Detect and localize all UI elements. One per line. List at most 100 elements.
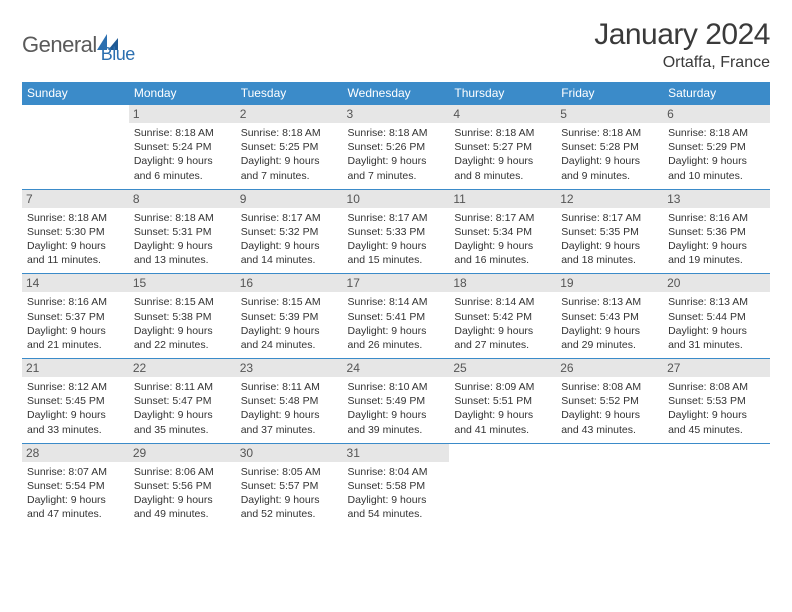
daylight-text: Daylight: 9 hours and 45 minutes. [668,408,765,436]
day-cell [663,443,770,527]
sunset-text: Sunset: 5:56 PM [134,479,231,493]
day-number [449,444,556,448]
day-header: Saturday [663,82,770,105]
daylight-text: Daylight: 9 hours and 43 minutes. [561,408,658,436]
sunrise-text: Sunrise: 8:18 AM [134,211,231,225]
logo-text-general: General [22,32,97,58]
sunrise-text: Sunrise: 8:17 AM [561,211,658,225]
sunset-text: Sunset: 5:37 PM [27,310,124,324]
day-number: 14 [22,274,129,292]
sunset-text: Sunset: 5:54 PM [27,479,124,493]
sunrise-text: Sunrise: 8:13 AM [561,295,658,309]
daylight-text: Daylight: 9 hours and 18 minutes. [561,239,658,267]
day-text: Sunrise: 8:18 AMSunset: 5:31 PMDaylight:… [134,211,231,268]
daylight-text: Daylight: 9 hours and 49 minutes. [134,493,231,521]
sunset-text: Sunset: 5:27 PM [454,140,551,154]
day-cell: 3Sunrise: 8:18 AMSunset: 5:26 PMDaylight… [343,105,450,190]
day-text: Sunrise: 8:18 AMSunset: 5:28 PMDaylight:… [561,126,658,183]
day-number: 17 [343,274,450,292]
day-number [556,444,663,448]
daylight-text: Daylight: 9 hours and 11 minutes. [27,239,124,267]
day-cell: 23Sunrise: 8:11 AMSunset: 5:48 PMDayligh… [236,359,343,444]
day-number: 27 [663,359,770,377]
day-text: Sunrise: 8:18 AMSunset: 5:30 PMDaylight:… [27,211,124,268]
sunset-text: Sunset: 5:34 PM [454,225,551,239]
day-number: 20 [663,274,770,292]
sunrise-text: Sunrise: 8:17 AM [348,211,445,225]
sunset-text: Sunset: 5:47 PM [134,394,231,408]
daylight-text: Daylight: 9 hours and 54 minutes. [348,493,445,521]
title-block: January 2024 Ortaffa, France [594,18,770,72]
sunrise-text: Sunrise: 8:05 AM [241,465,338,479]
day-text: Sunrise: 8:18 AMSunset: 5:27 PMDaylight:… [454,126,551,183]
day-cell: 27Sunrise: 8:08 AMSunset: 5:53 PMDayligh… [663,359,770,444]
daylight-text: Daylight: 9 hours and 15 minutes. [348,239,445,267]
day-cell: 7Sunrise: 8:18 AMSunset: 5:30 PMDaylight… [22,189,129,274]
day-text: Sunrise: 8:17 AMSunset: 5:34 PMDaylight:… [454,211,551,268]
day-number [22,105,129,109]
sunset-text: Sunset: 5:33 PM [348,225,445,239]
day-text: Sunrise: 8:09 AMSunset: 5:51 PMDaylight:… [454,380,551,437]
day-cell [556,443,663,527]
day-text: Sunrise: 8:15 AMSunset: 5:39 PMDaylight:… [241,295,338,352]
day-number: 22 [129,359,236,377]
day-cell: 16 Sunrise: 8:15 AMSunset: 5:39 PMDayligh… [236,274,343,359]
day-number: 30 [236,444,343,462]
day-text: Sunrise: 8:17 AMSunset: 5:32 PMDaylight:… [241,211,338,268]
sunset-text: Sunset: 5:53 PM [668,394,765,408]
sunset-text: Sunset: 5:24 PM [134,140,231,154]
day-cell: 17 Sunrise: 8:14 AMSunset: 5:41 PMDayligh… [343,274,450,359]
sunset-text: Sunset: 5:58 PM [348,479,445,493]
day-cell: 24Sunrise: 8:10 AMSunset: 5:49 PMDayligh… [343,359,450,444]
daylight-text: Daylight: 9 hours and 7 minutes. [241,154,338,182]
day-cell: 11Sunrise: 8:17 AMSunset: 5:34 PMDayligh… [449,189,556,274]
day-cell: 21Sunrise: 8:12 AMSunset: 5:45 PMDayligh… [22,359,129,444]
day-header: Wednesday [343,82,450,105]
day-cell: 8Sunrise: 8:18 AMSunset: 5:31 PMDaylight… [129,189,236,274]
sunset-text: Sunset: 5:32 PM [241,225,338,239]
sunrise-text: Sunrise: 8:18 AM [27,211,124,225]
day-text: Sunrise: 8:17 AMSunset: 5:33 PMDaylight:… [348,211,445,268]
day-text: Sunrise: 8:11 AMSunset: 5:47 PMDaylight:… [134,380,231,437]
day-cell: 30Sunrise: 8:05 AMSunset: 5:57 PMDayligh… [236,443,343,527]
sunset-text: Sunset: 5:28 PM [561,140,658,154]
day-number: 3 [343,105,450,123]
location: Ortaffa, France [594,54,770,72]
daylight-text: Daylight: 9 hours and 26 minutes. [348,324,445,352]
day-text: Sunrise: 8:04 AMSunset: 5:58 PMDaylight:… [348,465,445,522]
day-cell: 18Sunrise: 8:14 AMSunset: 5:42 PMDayligh… [449,274,556,359]
day-cell: 29Sunrise: 8:06 AMSunset: 5:56 PMDayligh… [129,443,236,527]
day-header: Sunday [22,82,129,105]
day-number: 28 [22,444,129,462]
day-text: Sunrise: 8:15 AMSunset: 5:38 PMDaylight:… [134,295,231,352]
header: General Blue January 2024 Ortaffa, Franc… [22,18,770,72]
day-number: 25 [449,359,556,377]
daylight-text: Daylight: 9 hours and 41 minutes. [454,408,551,436]
day-text: Sunrise: 8:14 AMSunset: 5:41 PMDaylight:… [348,295,445,352]
daylight-text: Daylight: 9 hours and 8 minutes. [454,154,551,182]
sunrise-text: Sunrise: 8:13 AM [668,295,765,309]
daylight-text: Daylight: 9 hours and 22 minutes. [134,324,231,352]
sunrise-text: Sunrise: 8:08 AM [561,380,658,394]
day-number: 24 [343,359,450,377]
day-number: 16 [236,274,343,292]
day-number [663,444,770,448]
day-text: Sunrise: 8:06 AMSunset: 5:56 PMDaylight:… [134,465,231,522]
daylight-text: Daylight: 9 hours and 9 minutes. [561,154,658,182]
sunset-text: Sunset: 5:44 PM [668,310,765,324]
day-number: 5 [556,105,663,123]
day-cell: 31Sunrise: 8:04 AMSunset: 5:58 PMDayligh… [343,443,450,527]
sunset-text: Sunset: 5:49 PM [348,394,445,408]
logo-text-blue: Blue [101,44,135,65]
daylight-text: Daylight: 9 hours and 29 minutes. [561,324,658,352]
day-text: Sunrise: 8:13 AMSunset: 5:44 PMDaylight:… [668,295,765,352]
sunset-text: Sunset: 5:52 PM [561,394,658,408]
day-text: Sunrise: 8:18 AMSunset: 5:29 PMDaylight:… [668,126,765,183]
sunrise-text: Sunrise: 8:06 AM [134,465,231,479]
sunset-text: Sunset: 5:39 PM [241,310,338,324]
day-text: Sunrise: 8:11 AMSunset: 5:48 PMDaylight:… [241,380,338,437]
sunset-text: Sunset: 5:51 PM [454,394,551,408]
day-cell: 20 Sunrise: 8:13 AMSunset: 5:44 PMDayligh… [663,274,770,359]
day-cell: 26Sunrise: 8:08 AMSunset: 5:52 PMDayligh… [556,359,663,444]
sunrise-text: Sunrise: 8:07 AM [27,465,124,479]
